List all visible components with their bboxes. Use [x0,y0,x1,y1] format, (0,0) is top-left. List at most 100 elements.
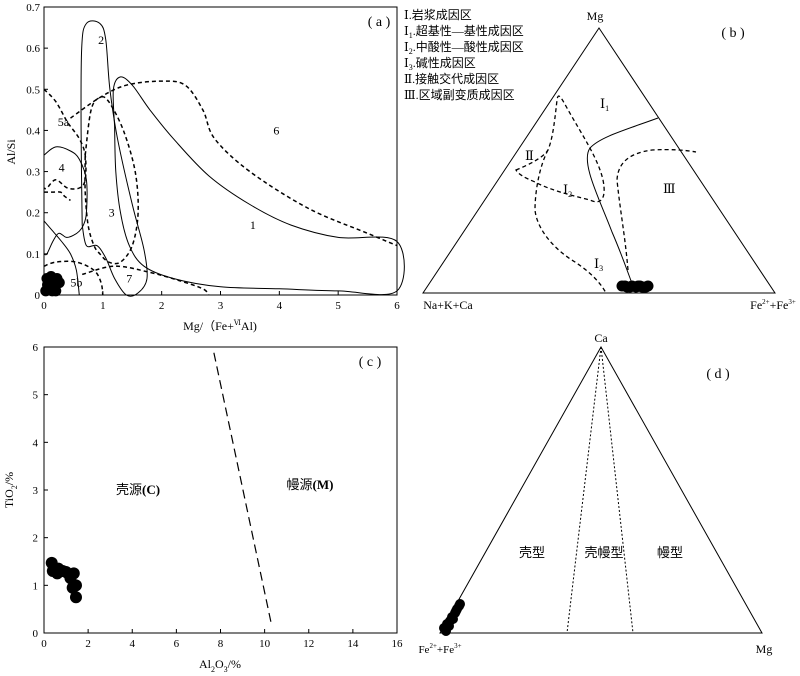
panel-d-divider-right [600,346,634,634]
y-tick-label: 0 [35,290,41,302]
panel-c-field-mantle: 幔源(M) [287,477,334,492]
x-tick-label: 14 [347,638,359,650]
sample-point [619,280,631,292]
panel-c-frame [43,346,398,634]
panel-a-ylabel: Al/Si [4,139,18,165]
panel-c-tag: ( c ) [359,355,382,370]
region-label: Ⅰ1 [600,96,609,113]
panel-d-apex-left: Fe2++Fe3+ [418,642,461,656]
panel-a-regions [43,20,405,297]
panel-c-points [45,556,82,604]
region-label-6: 6 [273,123,279,137]
panel-c-ylabel: TiO2/% [2,472,19,508]
panel-b-triangle [422,27,776,294]
panel-b-tag: ( b ) [721,26,745,41]
panel-d-field-mantle: 幔型 [657,545,683,560]
x-tick-label: 5 [335,300,341,312]
panel-a-chart: 0 1 2 3 4 5 6 0 0.1 0.2 0.3 0.4 0.5 0.6 0.7 1 2 3 4 5a 5b 6 7… [4,2,405,333]
panel-d-triangle [439,345,763,634]
sample-point [69,579,82,592]
x-tick-label: 0 [41,300,47,312]
panel-c-field-crust: 壳源(C) [116,482,160,497]
region-label: Ⅱ [525,148,534,163]
panel-a-region-labels: 1 2 3 4 5a 5b 6 7 [58,33,280,290]
y-tick-label: 0 [33,628,39,640]
y-tick-label: 1 [33,580,39,592]
x-tick-label: 2 [85,638,91,650]
panel-d-field-crust: 壳型 [519,545,545,560]
panel-c-xlabel: Al2O3/% [199,657,241,674]
panel-b-region-I3 [534,149,607,294]
y-tick-label: 0.4 [26,125,40,137]
panel-d-tag: ( d ) [706,367,730,382]
x-tick-label: 16 [392,638,404,650]
sample-point [636,281,648,293]
x-tick-label: 2 [159,300,165,312]
y-tick-label: 0.7 [26,2,40,14]
legend-entry: Ⅰ3.碱性成因区 [404,56,476,72]
panel-b-boundary-I1 [586,117,659,294]
panel-d-divider-left [566,346,602,634]
region-label-2: 2 [98,33,104,47]
region-5a-lower-boundary [44,191,71,202]
region-4-boundary [43,146,88,256]
sample-point [67,567,80,580]
legend-entry: Ⅲ.区域副变质成因区 [404,87,515,102]
panel-b-apex-top: Mg [587,9,604,23]
panel-d-apex-right: Mg [756,642,773,656]
region-7-boundary [82,265,210,296]
panel-c-boundary-line [213,352,272,624]
x-tick-label: 4 [130,638,136,650]
region-3-boundary [84,95,139,265]
region-label-4: 4 [59,160,65,174]
x-tick-label: 1 [100,300,106,312]
region-6-boundary [70,80,398,247]
region-5a-boundary [43,88,87,190]
x-tick-label: 0 [41,638,47,650]
y-tick-label: 4 [33,437,39,449]
panel-b-ternary: Mg Na+K+Ca Fe2++Fe3+ ( b ) Ⅰ.岩浆成因区Ⅰ1.超基性… [404,7,796,312]
y-tick-label: 0.2 [26,208,40,220]
sample-point [448,614,458,624]
y-tick-label: 0.3 [26,167,40,179]
y-tick-label: 3 [33,485,39,497]
panel-b-points [616,280,654,293]
region-label-7: 7 [126,272,132,286]
region-label-5b: 5b [70,276,82,290]
x-tick-label: 12 [303,638,314,650]
legend-entry: Ⅱ.接触交代成因区 [404,71,499,86]
panel-b-region-II [515,95,605,203]
x-tick-label: 10 [259,638,271,650]
panel-d-field-crust-mantle: 壳幔型 [584,545,623,560]
region-label-1: 1 [250,218,256,232]
y-tick-label: 0.1 [26,249,40,261]
sample-point [455,599,465,609]
y-tick-label: 2 [33,533,39,545]
panel-a-frame [43,6,398,296]
y-tick-label: 0.5 [26,84,40,96]
panel-d-apex-top: Ca [594,331,608,345]
y-tick-label: 5 [33,390,39,402]
panel-a-points [40,270,65,297]
sample-point [53,277,65,289]
x-tick-label: 4 [277,300,283,312]
region-label: Ⅲ [663,181,676,196]
region-2-boundary [80,20,148,297]
sample-point [50,285,62,297]
panel-b-region-III [616,148,697,271]
panel-b-apex-right: Fe2++Fe3+ [750,298,796,312]
region-4-inner-boundary [43,220,80,296]
x-tick-label: 8 [218,638,224,650]
region-5b-boundary [43,260,104,296]
x-tick-label: 6 [394,300,400,312]
region-label: Ⅰ3 [594,256,603,273]
panel-a-ticks: 0 1 2 3 4 5 6 0 0.1 0.2 0.3 0.4 0.5 0.6 0.7 [26,2,400,312]
x-tick-label: 6 [174,638,180,650]
legend-entry: Ⅰ2.中酸性—酸性成因区 [404,39,524,56]
y-tick-label: 0.6 [26,43,40,55]
panel-a-xlabel: Mg/（Fe+ⅥAl) [183,319,257,333]
panel-d-ternary: Ca Mg Fe2++Fe3+ ( d ) 壳型 壳幔型 幔型 [418,331,772,656]
